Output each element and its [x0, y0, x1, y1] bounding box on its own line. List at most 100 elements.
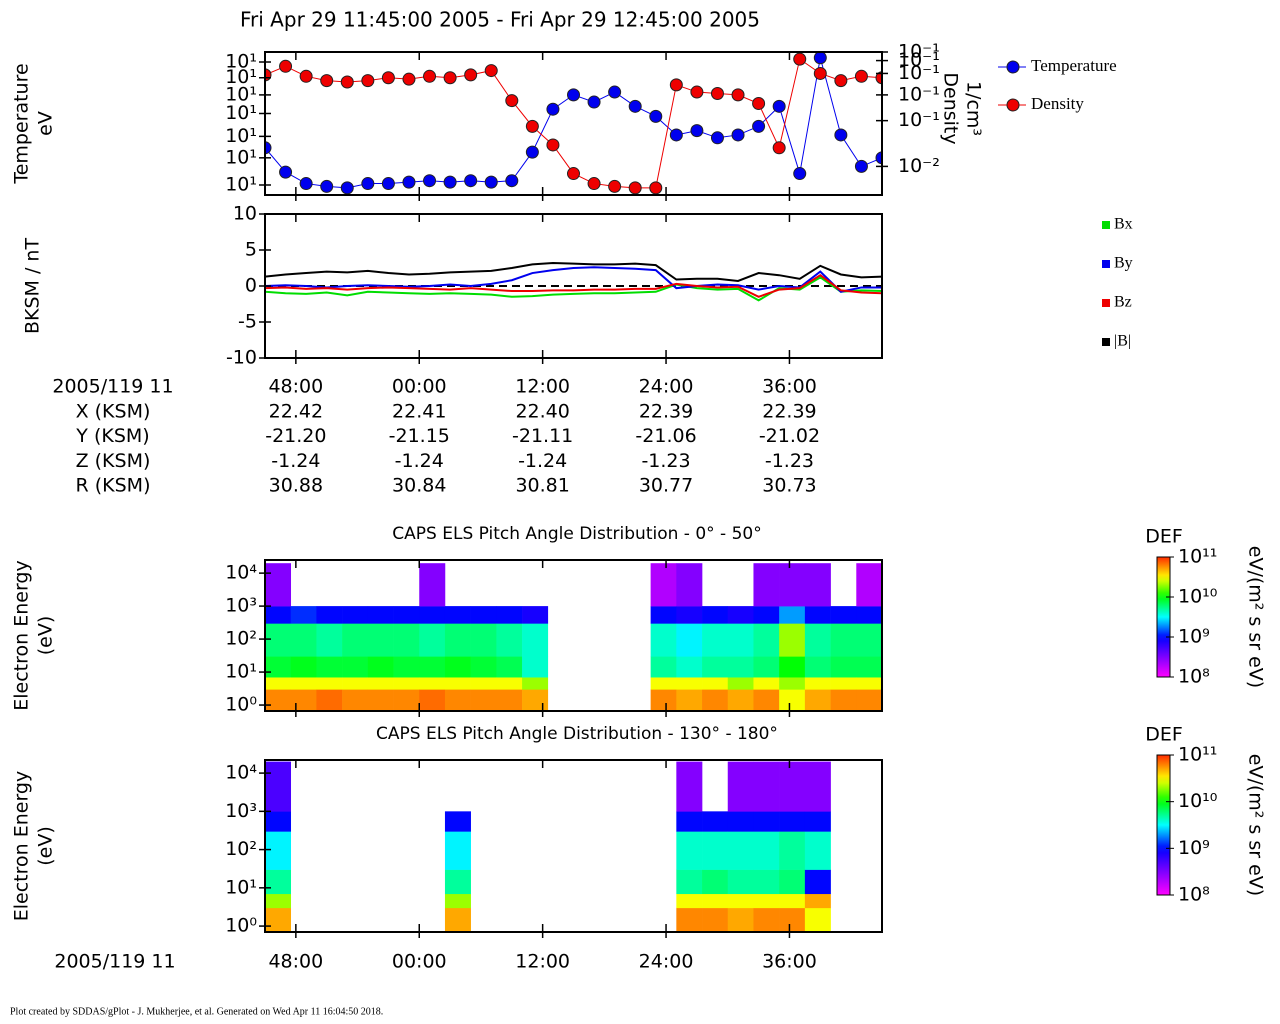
data-point [340, 181, 354, 195]
spectrogram-cell [702, 656, 729, 678]
y2-tick-label: 10⁻¹ [898, 83, 940, 105]
data-point [813, 66, 827, 80]
spectrogram-cell [419, 677, 446, 690]
spectrogram-cell [265, 563, 292, 607]
colorbar-units: eV/(m² s sr eV) [1245, 546, 1267, 688]
colorbar-tick-label: 10⁸ [1178, 884, 1210, 906]
spectrogram-cell [779, 869, 806, 895]
spectrogram-cell [393, 656, 420, 678]
spectrogram-cell [496, 677, 523, 690]
y-tick-label: 10¹ [225, 51, 257, 73]
spectrogram-cell [676, 869, 703, 895]
spectrogram-cell [290, 677, 317, 690]
data-point [793, 52, 807, 66]
spectrogram-cell [444, 893, 471, 909]
data-point [587, 95, 601, 109]
spectrogram-cell [779, 811, 806, 832]
spectrogram-cell [753, 606, 780, 624]
y-tick-label: 10³ [225, 595, 257, 617]
spectrogram-cell [727, 761, 754, 812]
data-point [854, 159, 868, 173]
spectrogram-cell [676, 563, 703, 607]
footer: Plot created by SDDAS/gPlot - J. Mukherj… [10, 1006, 383, 1017]
spectrogram-cell [650, 623, 677, 657]
data-point [649, 181, 663, 195]
data-point [464, 174, 478, 188]
colorbar-tick-label: 10¹¹ [1178, 546, 1217, 568]
colorbar-tick-label: 10⁹ [1178, 626, 1210, 648]
legend-label: Bz [1114, 294, 1132, 311]
data-point [505, 94, 519, 108]
y-tick-label: 10¹ [225, 66, 257, 88]
x-tick-label: 00:00 [392, 376, 447, 398]
spectrogram-cell [702, 907, 729, 932]
spectrogram-cell [342, 677, 369, 690]
data-point [834, 128, 848, 142]
spectrogram-cell [444, 606, 471, 624]
spectrogram-cell [779, 907, 806, 932]
spectrogram-cell [265, 623, 292, 657]
spectrogram-cell [650, 677, 677, 690]
spectrogram-cell [676, 811, 703, 832]
spectrogram-cell [290, 656, 317, 678]
ephemeris-value: -1.24 [518, 450, 567, 472]
spectrogram-cell [753, 893, 780, 909]
spectrogram-cell [804, 623, 831, 657]
spectrogram-cell [676, 761, 703, 812]
spectrogram-cell [804, 831, 831, 870]
y-tick-label: 5 [245, 239, 257, 261]
y2-axis-label: Density [940, 72, 962, 144]
spectrogram-cell [804, 893, 831, 909]
spectrogram-cell [856, 656, 882, 678]
data-point [381, 177, 395, 191]
data-point [875, 151, 882, 165]
spectrogram-cell [650, 563, 677, 607]
spectrogram-cell [727, 907, 754, 932]
spectrogram-cell [779, 761, 806, 812]
data-point [320, 74, 334, 88]
y2-tick-label: 10⁻² [898, 155, 940, 177]
spectrogram-cell [856, 623, 882, 657]
spectrogram-cell [727, 811, 754, 832]
panel-title: CAPS ELS Pitch Angle Distribution - 130°… [376, 724, 778, 744]
spectrogram-cell [444, 869, 471, 895]
data-point [484, 175, 498, 189]
x-tick-label: 36:00 [762, 376, 817, 398]
y-tick-label: 10⁰ [225, 915, 257, 937]
spectrogram-cell [830, 677, 857, 690]
y-axis-label: (eV) [35, 826, 57, 866]
spectrogram-cell [650, 656, 677, 678]
data-point [628, 99, 642, 113]
ephemeris-value: 22.39 [639, 401, 693, 423]
spectrogram-cell [522, 606, 549, 624]
spectrogram-cell [393, 623, 420, 657]
data-point [423, 69, 437, 83]
data-point [628, 181, 642, 195]
data-point [752, 96, 766, 110]
ephemeris-label: X (KSM) [76, 401, 151, 423]
data-point [752, 119, 766, 133]
spectrogram-cell [804, 869, 831, 895]
y-tick-label: 10¹ [225, 125, 257, 147]
spectrogram-cell [804, 606, 831, 624]
spectrogram-cell [419, 563, 446, 607]
ephemeris-label: Z (KSM) [76, 450, 151, 472]
spectrogram-cell [779, 623, 806, 657]
spectrogram-cell [753, 761, 780, 812]
data-point [772, 141, 786, 155]
spectrogram-cell [702, 831, 729, 870]
data-point [854, 69, 868, 83]
x-tick-label: 12:00 [515, 951, 570, 973]
y-tick-label: 10 [233, 203, 257, 225]
legend-marker [1006, 98, 1020, 112]
spectrogram-cell [393, 606, 420, 624]
spectrogram-cell [702, 606, 729, 624]
ephemeris-value: 30.81 [515, 475, 569, 497]
data-point [381, 71, 395, 85]
y-tick-label: 10⁴ [225, 762, 257, 784]
data-point [361, 177, 375, 191]
y-tick-label: 10¹ [225, 173, 257, 195]
data-point [608, 179, 622, 193]
spectrogram-cell [393, 689, 420, 711]
y-tick-label: 10² [225, 838, 257, 860]
